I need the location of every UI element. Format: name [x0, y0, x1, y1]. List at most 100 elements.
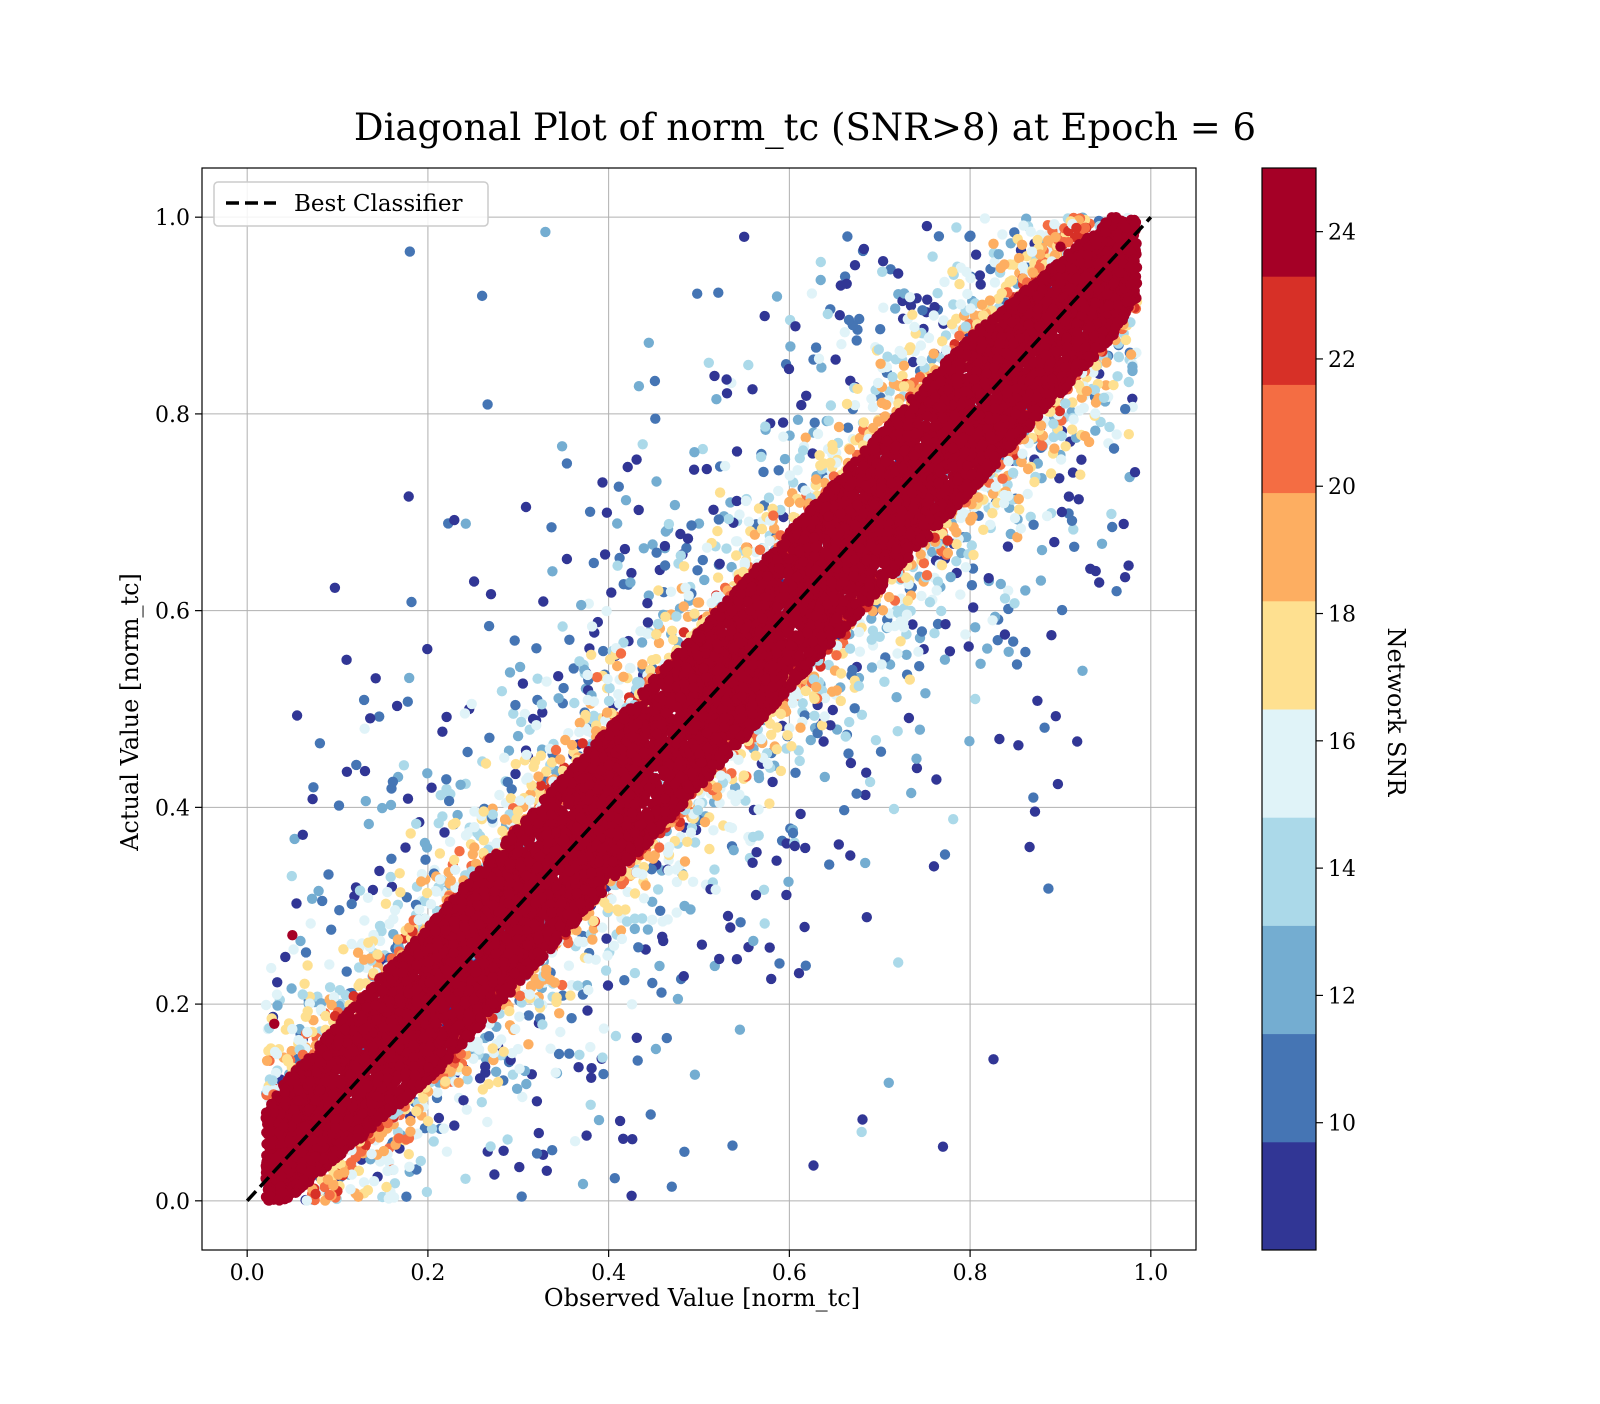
scatter-point [1026, 227, 1036, 237]
scatter-point [931, 774, 941, 784]
scatter-point [843, 748, 853, 758]
scatter-point [1085, 564, 1095, 574]
scatter-point [782, 730, 792, 740]
scatter-point [384, 919, 394, 929]
scatter-point [962, 289, 972, 299]
scatter-point [964, 736, 974, 746]
scatter-point [455, 780, 465, 790]
scatter-point [462, 1105, 472, 1115]
scatter-point [985, 295, 995, 305]
scatter-point [450, 818, 460, 828]
scatter-point [353, 948, 363, 958]
scatter-point [1130, 467, 1140, 477]
scatter-point [893, 268, 903, 278]
scatter-point [1049, 443, 1059, 453]
scatter-point [272, 989, 282, 999]
scatter-point [553, 671, 563, 681]
scatter-point [956, 299, 966, 309]
scatter-point [640, 880, 650, 890]
scatter-point [751, 751, 761, 761]
scatter-point [1076, 455, 1086, 465]
scatter-point [832, 685, 842, 695]
scatter-point [496, 1034, 506, 1044]
scatter-point [462, 747, 472, 757]
scatter-point [422, 1187, 432, 1197]
scatter-point [859, 244, 869, 254]
scatter-point [778, 432, 788, 442]
scatter-point [634, 677, 644, 687]
scatter-point [801, 433, 811, 443]
scatter-point [912, 763, 922, 773]
scatter-point [778, 417, 788, 427]
scatter-point [510, 635, 520, 645]
scatter-point [557, 621, 567, 631]
scatter-point [414, 915, 424, 925]
scatter-point [604, 683, 614, 693]
scatter-point [262, 1056, 272, 1066]
scatter-point [631, 454, 641, 464]
scatter-point [1112, 371, 1122, 381]
scatter-point [612, 561, 622, 571]
scatter-point [381, 1182, 391, 1192]
scatter-point [801, 686, 811, 696]
scatter-point [585, 1042, 595, 1052]
scatter-point [814, 354, 824, 364]
scatter-point [809, 693, 819, 703]
scatter-point [820, 711, 830, 721]
scatter-point [294, 1035, 304, 1045]
scatter-point [664, 842, 674, 852]
scatter-point [734, 509, 744, 519]
scatter-point [676, 550, 686, 560]
scatter-point [342, 966, 352, 976]
scatter-point [518, 678, 528, 688]
scatter-point [731, 536, 741, 546]
scatter-point [574, 936, 584, 946]
scatter-point [484, 1031, 494, 1041]
scatter-point [489, 1169, 499, 1179]
scatter-point [1029, 477, 1039, 487]
scatter-point [301, 1012, 311, 1022]
scatter-point [486, 589, 496, 599]
scatter-point [324, 1190, 334, 1200]
scatter-point [960, 629, 970, 639]
scatter-point [564, 635, 574, 645]
scatter-point [724, 514, 734, 524]
scatter-point [627, 1134, 637, 1144]
scatter-point [404, 491, 414, 501]
scatter-point [426, 899, 436, 909]
scatter-point [266, 963, 276, 973]
scatter-point [811, 474, 821, 484]
scatter-point [414, 904, 424, 914]
scatter-point [632, 1033, 642, 1043]
scatter-point [810, 418, 820, 428]
scatter-point [317, 896, 327, 906]
scatter-point [978, 525, 988, 535]
scatter-point [381, 899, 391, 909]
scatter-point [1003, 456, 1013, 466]
scatter-point [647, 978, 657, 988]
scatter-point [493, 1077, 503, 1087]
scatter-point [873, 378, 883, 388]
scatter-point [826, 400, 836, 410]
scatter-point [824, 859, 834, 869]
scatter-point [324, 959, 334, 969]
scatter-point [325, 982, 335, 992]
scatter-point [711, 394, 721, 404]
scatter-point [845, 644, 855, 654]
scatter-point [460, 1174, 470, 1184]
scatter-point [587, 934, 597, 944]
scatter-point [711, 885, 721, 895]
scatter-point [530, 756, 540, 766]
scatter-point [1039, 723, 1049, 733]
scatter-point [488, 1043, 498, 1053]
scatter-point [709, 371, 719, 381]
scatter-point [602, 508, 612, 518]
scatter-point [320, 1011, 330, 1021]
scatter-point [1072, 736, 1082, 746]
scatter-point [301, 947, 311, 957]
scatter-point [946, 572, 956, 582]
scatter-point [764, 493, 774, 503]
scatter-point [1024, 842, 1034, 852]
scatter-point [345, 1184, 355, 1194]
scatter-point [586, 1100, 596, 1110]
